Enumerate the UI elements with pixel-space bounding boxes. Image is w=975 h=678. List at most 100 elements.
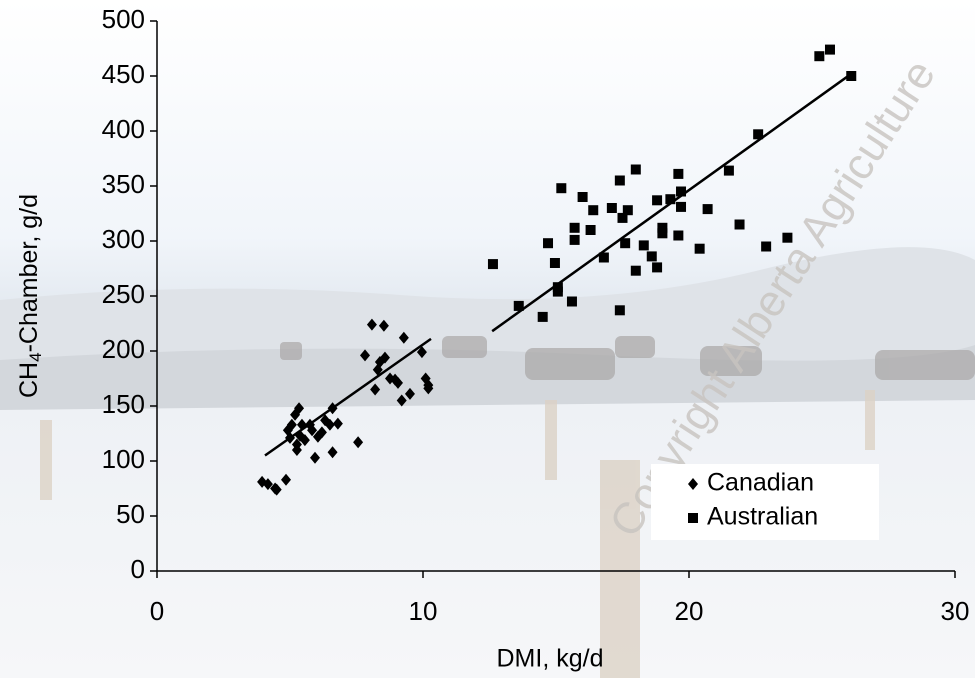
x-tick-label: 0: [150, 596, 164, 626]
point: [327, 446, 338, 459]
point: [702, 204, 713, 215]
point: [566, 296, 577, 307]
point: [824, 44, 835, 55]
point: [285, 431, 295, 444]
point: [310, 451, 321, 464]
point: [585, 225, 596, 235]
point: [630, 265, 641, 276]
y-axis-label-sub: 4: [26, 352, 45, 361]
y-tick-label: 450: [102, 59, 145, 89]
point: [423, 382, 434, 395]
point: [296, 418, 307, 431]
point: [588, 205, 599, 216]
point: [652, 262, 663, 273]
legend-label: Australian: [707, 503, 818, 531]
point: [673, 230, 684, 241]
point: [291, 444, 302, 456]
point: [392, 376, 403, 389]
point: [378, 319, 389, 332]
legend-marker: [688, 478, 698, 490]
point: [753, 129, 764, 140]
point: [657, 222, 668, 233]
cattle: [280, 336, 975, 380]
point: [606, 203, 617, 213]
point: [614, 305, 625, 316]
point: [569, 222, 580, 233]
y-tick-label: 250: [102, 279, 145, 309]
point: [487, 259, 498, 270]
point: [556, 183, 567, 194]
point: [617, 212, 628, 223]
point: [657, 228, 668, 239]
y-tick-label: 50: [116, 499, 145, 529]
fence-posts: [40, 390, 875, 678]
point: [676, 186, 687, 197]
point: [652, 195, 663, 206]
point: [761, 241, 772, 252]
y-tick-label: 100: [102, 444, 145, 474]
x-tick-label: 10: [409, 596, 438, 626]
point: [370, 383, 381, 396]
y-tick-label: 300: [102, 224, 145, 254]
point: [271, 483, 282, 496]
point: [598, 252, 609, 263]
point: [299, 434, 310, 447]
y-tick-label: 400: [102, 114, 145, 144]
point: [676, 201, 687, 212]
point: [307, 424, 318, 437]
point: [622, 205, 633, 216]
point: [673, 168, 684, 179]
y-axis-label-main: CH: [15, 362, 43, 398]
point: [379, 351, 390, 364]
point: [294, 402, 305, 415]
legend-box: [651, 464, 879, 540]
point: [665, 194, 676, 205]
point: [537, 311, 548, 322]
point: [353, 436, 364, 449]
legend-label: Canadian: [707, 469, 814, 497]
point: [577, 192, 588, 202]
point: [286, 418, 297, 431]
point: [630, 164, 641, 175]
x-tick-label: 30: [941, 596, 970, 626]
point: [814, 51, 825, 62]
point: [332, 417, 343, 430]
point: [846, 71, 857, 81]
point: [646, 251, 657, 262]
point: [398, 331, 409, 344]
point: [638, 240, 649, 251]
point: [694, 243, 705, 254]
point: [281, 473, 292, 486]
legend-marker: [688, 513, 698, 523]
legend: Canadian Australian: [651, 464, 879, 540]
point: [569, 234, 580, 245]
point: [327, 402, 338, 415]
point: [262, 478, 273, 491]
x-tick-label: 20: [675, 596, 704, 626]
y-tick-label: 150: [102, 389, 145, 419]
point: [366, 318, 377, 331]
x-axis-label: DMI, kg/d: [497, 645, 604, 673]
point: [543, 238, 554, 249]
y-axis-label: CH4-Chamber, g/d: [15, 194, 46, 398]
point: [513, 300, 524, 311]
y-tick-label: 200: [102, 334, 145, 364]
point: [549, 258, 560, 268]
point: [396, 394, 407, 407]
point: [614, 175, 625, 186]
point: [723, 165, 734, 176]
point: [404, 387, 415, 400]
point: [734, 219, 745, 230]
y-tick-label: 0: [131, 554, 145, 584]
point: [324, 418, 335, 431]
point: [416, 346, 427, 359]
point: [316, 426, 327, 439]
point: [552, 282, 563, 293]
point: [620, 238, 631, 249]
y-tick-label: 500: [102, 4, 145, 34]
point: [360, 349, 371, 362]
y-axis-label-rest: -Chamber, g/d: [15, 194, 43, 352]
y-tick-label: 350: [102, 169, 145, 199]
